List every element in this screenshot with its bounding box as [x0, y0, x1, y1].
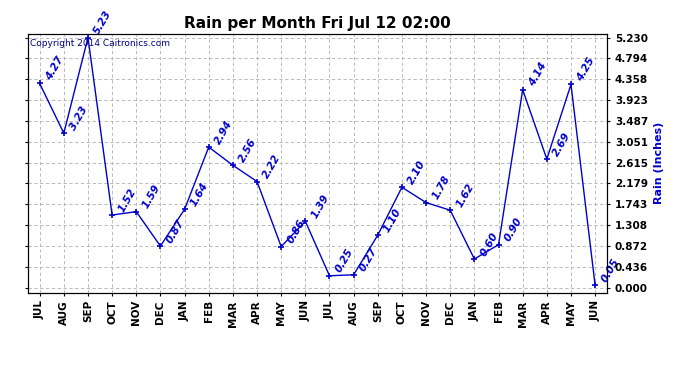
- Text: 4.27: 4.27: [44, 55, 66, 82]
- Text: 4.25: 4.25: [575, 56, 597, 83]
- Text: 0.86: 0.86: [286, 218, 307, 245]
- Text: 0.05: 0.05: [600, 256, 621, 284]
- Text: 2.10: 2.10: [406, 159, 428, 186]
- Text: 4.14: 4.14: [527, 61, 549, 88]
- Text: 1.64: 1.64: [189, 181, 210, 208]
- Y-axis label: Rain (Inches): Rain (Inches): [653, 122, 664, 204]
- Text: 2.69: 2.69: [551, 130, 573, 158]
- Text: 0.90: 0.90: [503, 216, 524, 243]
- Text: 0.87: 0.87: [165, 217, 186, 245]
- Text: 0.60: 0.60: [479, 230, 500, 258]
- Text: 1.10: 1.10: [382, 206, 404, 234]
- Text: 2.56: 2.56: [237, 136, 259, 164]
- Text: 1.59: 1.59: [141, 183, 162, 210]
- Text: 0.25: 0.25: [334, 247, 355, 274]
- Text: 2.94: 2.94: [213, 118, 235, 146]
- Text: 2.22: 2.22: [262, 153, 283, 180]
- Text: 1.78: 1.78: [431, 174, 452, 201]
- Text: 0.27: 0.27: [358, 246, 380, 273]
- Text: 1.39: 1.39: [310, 192, 331, 220]
- Text: Copyright 2014 Caitronics.com: Copyright 2014 Caitronics.com: [30, 39, 170, 48]
- Text: 1.52: 1.52: [117, 186, 138, 214]
- Title: Rain per Month Fri Jul 12 02:00: Rain per Month Fri Jul 12 02:00: [184, 16, 451, 31]
- Text: 5.23: 5.23: [92, 9, 114, 36]
- Text: 3.23: 3.23: [68, 105, 90, 132]
- Text: 1.62: 1.62: [455, 182, 476, 209]
